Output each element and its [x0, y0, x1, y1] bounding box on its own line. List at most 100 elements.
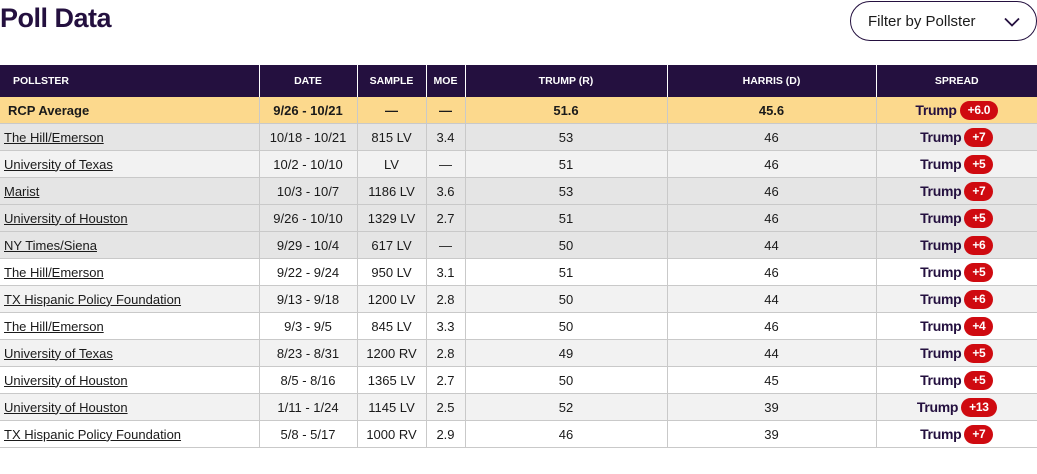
pollster-link[interactable]: The Hill/Emerson: [4, 264, 104, 280]
spread-name: Trump: [920, 156, 962, 172]
moe-cell: 3.4: [426, 123, 466, 151]
table-row: University of Houston 8/5 - 8/16 1365 LV 2.…: [0, 366, 1037, 394]
spread-cell: Trump +6: [876, 285, 1037, 313]
spread-name: Trump: [915, 102, 957, 118]
column-header-date[interactable]: DATE: [259, 65, 358, 97]
harris-cell: 46: [667, 204, 877, 232]
spread-cell: Trump +5: [876, 258, 1037, 286]
spread-badge: +4: [964, 316, 994, 336]
harris-cell: 39: [667, 393, 877, 421]
pollster-link[interactable]: TX Hispanic Policy Foundation: [4, 291, 182, 307]
average-harris: 45.6: [667, 97, 877, 124]
pollster-cell: University of Texas: [0, 150, 260, 178]
page-title: Poll Data: [0, 3, 112, 33]
harris-cell: 46: [667, 177, 877, 205]
column-header-sample[interactable]: SAMPLE: [357, 65, 427, 97]
filter-by-pollster-dropdown[interactable]: Filter by Pollster: [850, 1, 1037, 41]
sample-cell: 1365 LV: [357, 366, 427, 394]
column-header-trump[interactable]: TRUMP (R): [465, 65, 668, 97]
sample-cell: 617 LV: [357, 231, 427, 259]
spread-name: Trump: [916, 399, 959, 415]
column-header-spread[interactable]: SPREAD: [876, 65, 1037, 97]
spread-badge: +5: [964, 208, 994, 228]
spread-name: Trump: [920, 210, 962, 226]
sample-cell: 1145 LV: [357, 393, 427, 421]
moe-cell: 3.3: [426, 312, 466, 340]
harris-cell: 44: [667, 285, 877, 313]
pollster-link[interactable]: The Hill/Emerson: [4, 129, 104, 145]
table-row: The Hill/Emerson 10/18 - 10/21 815 LV 3.4 53…: [0, 123, 1037, 151]
spread-name: Trump: [920, 237, 962, 253]
spread-name: Trump: [920, 264, 962, 280]
column-header-harris[interactable]: HARRIS (D): [667, 65, 877, 97]
trump-cell: 49: [465, 339, 668, 367]
pollster-cell: University of Houston: [0, 204, 260, 232]
moe-cell: 2.5: [426, 393, 466, 421]
trump-cell: 50: [465, 312, 668, 340]
table-row: Marist 10/3 - 10/7 1186 LV 3.6 53 46 Trump +7: [0, 177, 1037, 205]
pollster-link[interactable]: The Hill/Emerson: [4, 318, 104, 334]
pollster-link[interactable]: University of Houston: [4, 399, 128, 415]
spread-name: Trump: [920, 372, 962, 388]
spread-cell: Trump +13: [876, 393, 1037, 421]
pollster-link[interactable]: NY Times/Siena: [4, 237, 97, 253]
poll-table: POLLSTER DATE SAMPLE MOE TRUMP (R) HARRI…: [0, 65, 1037, 448]
date-cell: 10/2 - 10/10: [259, 150, 358, 178]
table-row: University of Texas 10/2 - 10/10 LV —51 46 Tr…: [0, 150, 1037, 178]
pollster-cell: The Hill/Emerson: [0, 258, 260, 286]
pollster-cell: University of Texas: [0, 339, 260, 367]
harris-cell: 44: [667, 339, 877, 367]
spread-name: Trump: [920, 318, 962, 334]
date-cell: 5/8 - 5/17: [259, 420, 358, 448]
spread-badge: +5: [964, 370, 994, 390]
moe-cell: 2.7: [426, 204, 466, 232]
pollster-cell: University of Houston: [0, 366, 260, 394]
average-moe: —: [426, 97, 466, 124]
date-cell: 8/5 - 8/16: [259, 366, 358, 394]
harris-cell: 46: [667, 123, 877, 151]
harris-cell: 46: [667, 312, 877, 340]
filter-label: Filter by Pollster: [868, 12, 976, 30]
spread-cell: Trump +4: [876, 312, 1037, 340]
table-row: TX Hispanic Policy Foundation 9/13 - 9/18…: [0, 285, 1037, 313]
pollster-link[interactable]: University of Houston: [4, 372, 128, 388]
column-header-moe[interactable]: MOE: [426, 65, 466, 97]
spread-cell: Trump +7: [876, 123, 1037, 151]
table-row: The Hill/Emerson 9/3 - 9/5 845 LV 3.3 50 46 Tr…: [0, 312, 1037, 340]
column-header-pollster[interactable]: POLLSTER: [0, 65, 260, 97]
pollster-cell: TX Hispanic Policy Foundation: [0, 420, 260, 448]
pollster-link[interactable]: University of Texas: [4, 156, 113, 172]
trump-cell: 46: [465, 420, 668, 448]
table-row: University of Houston 1/11 - 1/24 1145 LV 2…: [0, 393, 1037, 421]
table-row: University of Houston 9/26 - 10/10 1329 LV…: [0, 204, 1037, 232]
trump-cell: 50: [465, 285, 668, 313]
pollster-cell: NY Times/Siena: [0, 231, 260, 259]
pollster-link[interactable]: TX Hispanic Policy Foundation: [4, 426, 182, 442]
date-cell: 1/11 - 1/24: [259, 393, 358, 421]
moe-cell: 3.6: [426, 177, 466, 205]
sample-cell: 1000 RV: [357, 420, 427, 448]
trump-cell: 51: [465, 150, 668, 178]
spread-badge: +5: [964, 262, 994, 282]
pollster-cell: University of Houston: [0, 393, 260, 421]
pollster-cell: Marist: [0, 177, 260, 205]
moe-cell: 2.8: [426, 339, 466, 367]
spread-cell: Trump +5: [876, 204, 1037, 232]
spread-name: Trump: [920, 345, 962, 361]
moe-cell: 2.8: [426, 285, 466, 313]
harris-cell: 39: [667, 420, 877, 448]
pollster-link[interactable]: Marist: [4, 183, 40, 199]
trump-cell: 50: [465, 231, 668, 259]
spread-cell: Trump +5: [876, 150, 1037, 178]
date-cell: 10/18 - 10/21: [259, 123, 358, 151]
pollster-link[interactable]: University of Houston: [4, 210, 128, 226]
sample-cell: LV: [357, 150, 427, 178]
trump-cell: 51: [465, 258, 668, 286]
moe-cell: —: [426, 231, 466, 259]
moe-cell: —: [426, 150, 466, 178]
pollster-link[interactable]: University of Texas: [4, 345, 113, 361]
spread-badge: +6: [964, 235, 994, 255]
pollster-cell: The Hill/Emerson: [0, 123, 260, 151]
trump-cell: 52: [465, 393, 668, 421]
table-header-row: POLLSTER DATE SAMPLE MOE TRUMP (R) HARRI…: [0, 65, 1037, 97]
